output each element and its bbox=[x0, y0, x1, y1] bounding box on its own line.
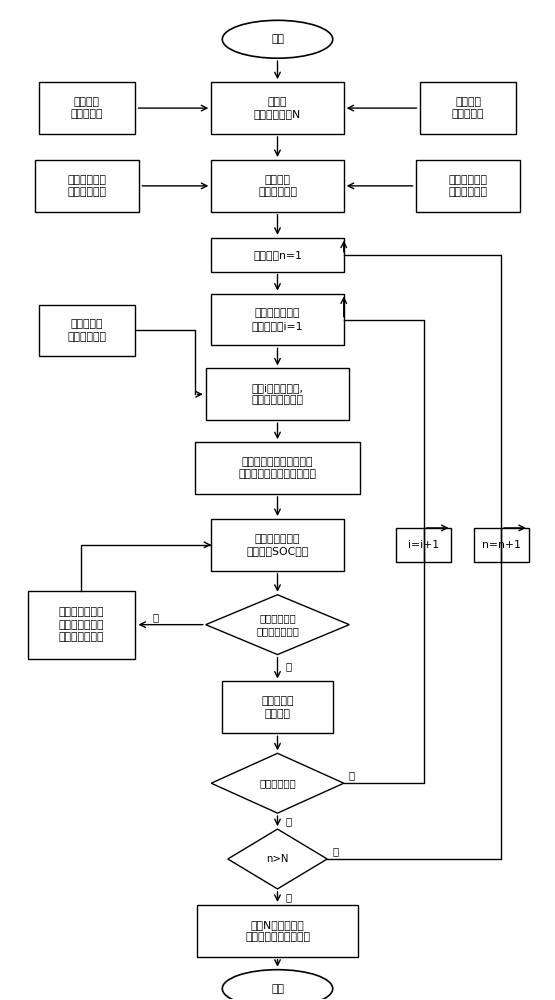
FancyBboxPatch shape bbox=[211, 294, 344, 345]
Text: n>N: n>N bbox=[266, 854, 289, 864]
Text: 电动汽车
参数数据读取: 电动汽车 参数数据读取 bbox=[258, 175, 297, 197]
Text: 停靠时间是否
大于充放电时间: 停靠时间是否 大于充放电时间 bbox=[256, 613, 299, 636]
Text: 输出N辆电动汽车
接入电网功率需求结果: 输出N辆电动汽车 接入电网功率需求结果 bbox=[245, 920, 310, 942]
Text: 否: 否 bbox=[153, 612, 159, 622]
FancyBboxPatch shape bbox=[195, 442, 360, 494]
Text: 否: 否 bbox=[348, 770, 354, 780]
Text: 更改充放电为快
充快放，保证满
足用户出行需求: 更改充放电为快 充快放，保证满 足用户出行需求 bbox=[59, 607, 104, 642]
FancyBboxPatch shape bbox=[420, 82, 516, 134]
Text: 车辆编号n=1: 车辆编号n=1 bbox=[253, 250, 302, 260]
Text: 行驶里程条件
概率密度函数: 行驶里程条件 概率密度函数 bbox=[448, 175, 487, 197]
Text: 开始: 开始 bbox=[271, 34, 284, 44]
FancyBboxPatch shape bbox=[416, 160, 521, 212]
FancyBboxPatch shape bbox=[28, 591, 135, 659]
FancyBboxPatch shape bbox=[211, 160, 344, 212]
Polygon shape bbox=[211, 753, 344, 813]
Text: 结束: 结束 bbox=[271, 984, 284, 994]
Text: 初始化
电动汽车数量N: 初始化 电动汽车数量N bbox=[254, 97, 301, 119]
Text: 读取用户设置充放电荷电
状态功率期望值判断充放电: 读取用户设置充放电荷电 状态功率期望值判断充放电 bbox=[239, 457, 316, 479]
FancyBboxPatch shape bbox=[206, 368, 349, 420]
Text: 模拟出行，更新
电动汽车SOC状态: 模拟出行，更新 电动汽车SOC状态 bbox=[246, 534, 309, 556]
FancyBboxPatch shape bbox=[198, 905, 357, 957]
Polygon shape bbox=[228, 829, 327, 889]
FancyBboxPatch shape bbox=[396, 528, 451, 562]
Text: 是: 是 bbox=[286, 662, 292, 672]
Text: 抽取出行、停驶
时刻，初始i=1: 抽取出行、停驶 时刻，初始i=1 bbox=[252, 308, 303, 331]
Text: n=n+1: n=n+1 bbox=[482, 540, 521, 550]
FancyBboxPatch shape bbox=[34, 160, 139, 212]
Text: 是: 是 bbox=[286, 892, 292, 902]
Text: i=i+1: i=i+1 bbox=[408, 540, 440, 550]
FancyBboxPatch shape bbox=[211, 238, 344, 272]
Text: 城市车辆
保有量预测: 城市车辆 保有量预测 bbox=[452, 97, 485, 119]
Text: 行驶结束时间
概率密度函数: 行驶结束时间 概率密度函数 bbox=[68, 175, 107, 197]
FancyBboxPatch shape bbox=[211, 519, 344, 571]
FancyBboxPatch shape bbox=[223, 681, 332, 733]
Text: 是: 是 bbox=[286, 816, 292, 826]
Text: 行驶目的地
概率密度函数: 行驶目的地 概率密度函数 bbox=[68, 319, 107, 342]
FancyBboxPatch shape bbox=[39, 82, 135, 134]
FancyBboxPatch shape bbox=[211, 82, 344, 134]
Text: 电动汽车
渗透率读取: 电动汽车 渗透率读取 bbox=[70, 97, 103, 119]
Text: 是否最后出行: 是否最后出行 bbox=[259, 778, 296, 788]
Text: 抽取i次行驶里程,
目的地及停靠时长: 抽取i次行驶里程, 目的地及停靠时长 bbox=[251, 383, 304, 405]
FancyBboxPatch shape bbox=[473, 528, 529, 562]
Polygon shape bbox=[206, 595, 349, 655]
Text: 否: 否 bbox=[332, 846, 339, 856]
Ellipse shape bbox=[223, 20, 332, 58]
Text: 叠加充放电
负荷曲线: 叠加充放电 负荷曲线 bbox=[261, 696, 294, 719]
FancyBboxPatch shape bbox=[39, 305, 135, 356]
Ellipse shape bbox=[223, 970, 332, 1000]
